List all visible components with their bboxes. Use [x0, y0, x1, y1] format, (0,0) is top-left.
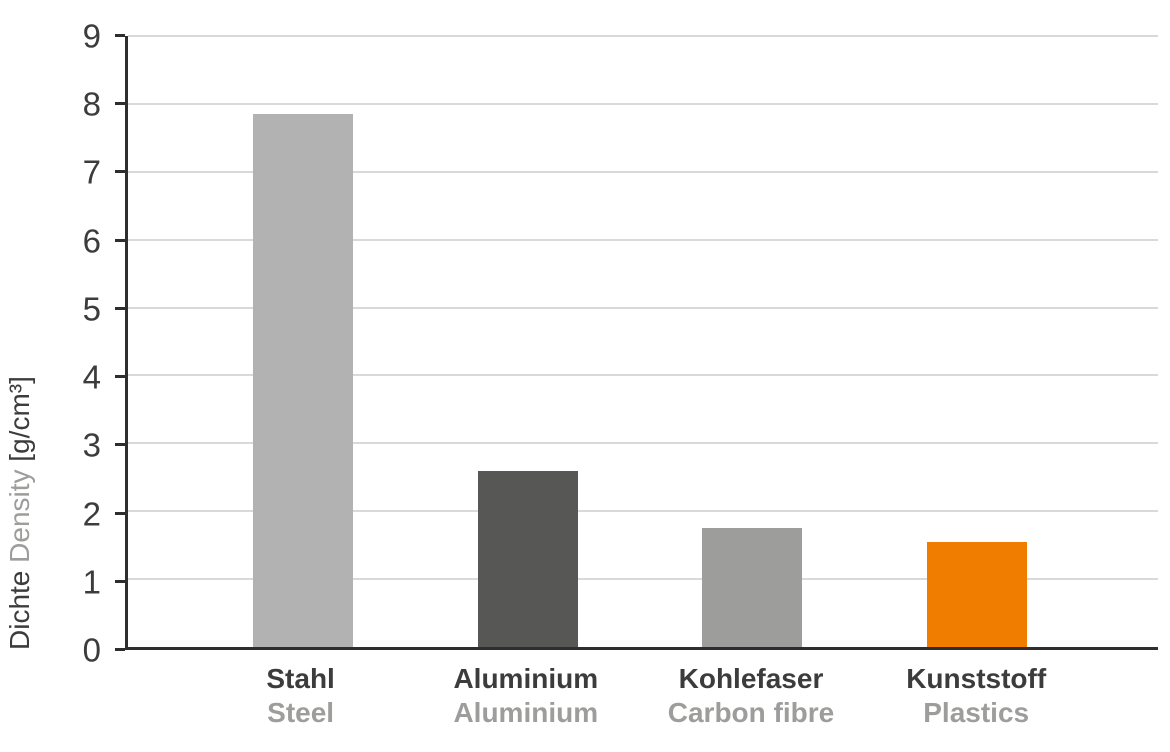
y-tick-label-8: 8	[82, 85, 101, 123]
gridline-y-6	[128, 238, 1158, 241]
gridline-y-9	[128, 35, 1158, 37]
x-label-en-kohlefaser: Carbon fibre	[667, 697, 835, 728]
gridline-y-1	[128, 578, 1158, 581]
x-label-en-kunststoff: Plastics	[923, 697, 1030, 728]
gridline-y-7	[128, 170, 1158, 173]
gridline-y-8	[128, 102, 1158, 105]
y-tick-mark-6	[115, 238, 125, 242]
y-tick-mark-2	[115, 511, 125, 515]
bar-aluminium	[477, 470, 578, 647]
x-label-kohlefaser: Kohlefaser Carbon fibre	[631, 662, 871, 730]
y-tick-mark-3	[115, 443, 125, 447]
x-label-en-aluminium: Aluminium	[453, 697, 599, 728]
y-axis: 0 1 2 3 4 5 6 7 8 9	[0, 20, 125, 667]
x-axis-labels: Stahl Steel Aluminium Aluminium Kohlefaser Ca…	[125, 662, 1158, 746]
y-tick-mark-4	[115, 375, 125, 379]
x-label-en-stahl: Steel	[267, 697, 335, 728]
y-tick-mark-7	[115, 170, 125, 174]
gridline-y-5	[128, 306, 1158, 309]
bar-kunststoff	[926, 541, 1027, 647]
y-tick-label-9: 9	[82, 17, 101, 55]
x-label-kunststoff: Kunststoff Plastics	[856, 662, 1096, 730]
y-tick-mark-5	[115, 306, 125, 310]
y-tick-label-4: 4	[82, 358, 101, 396]
gridline-y-3	[128, 442, 1158, 445]
y-tick-label-1: 1	[82, 563, 101, 601]
y-tick-mark-9	[115, 34, 125, 37]
bar-stahl	[253, 114, 354, 647]
x-label-de-kohlefaser: Kohlefaser	[678, 663, 824, 694]
y-tick-label-0: 0	[82, 631, 101, 669]
gridline-y-2	[128, 510, 1158, 513]
plot-area	[125, 35, 1158, 650]
x-label-aluminium: Aluminium Aluminium	[406, 662, 646, 730]
x-label-stahl: Stahl Steel	[181, 662, 421, 730]
y-tick-label-5: 5	[82, 290, 101, 328]
y-tick-label-7: 7	[82, 153, 101, 191]
bar-kohlefaser	[702, 528, 803, 647]
y-tick-label-2: 2	[82, 495, 101, 533]
y-tick-label-3: 3	[82, 426, 101, 464]
x-label-de-stahl: Stahl	[266, 663, 335, 694]
gridline-y-4	[128, 374, 1158, 377]
y-tick-label-6: 6	[82, 222, 101, 260]
y-tick-mark-0	[115, 648, 125, 651]
x-label-de-kunststoff: Kunststoff	[906, 663, 1047, 694]
y-tick-mark-1	[115, 579, 125, 583]
x-label-de-aluminium: Aluminium	[453, 663, 599, 694]
y-tick-mark-8	[115, 102, 125, 106]
